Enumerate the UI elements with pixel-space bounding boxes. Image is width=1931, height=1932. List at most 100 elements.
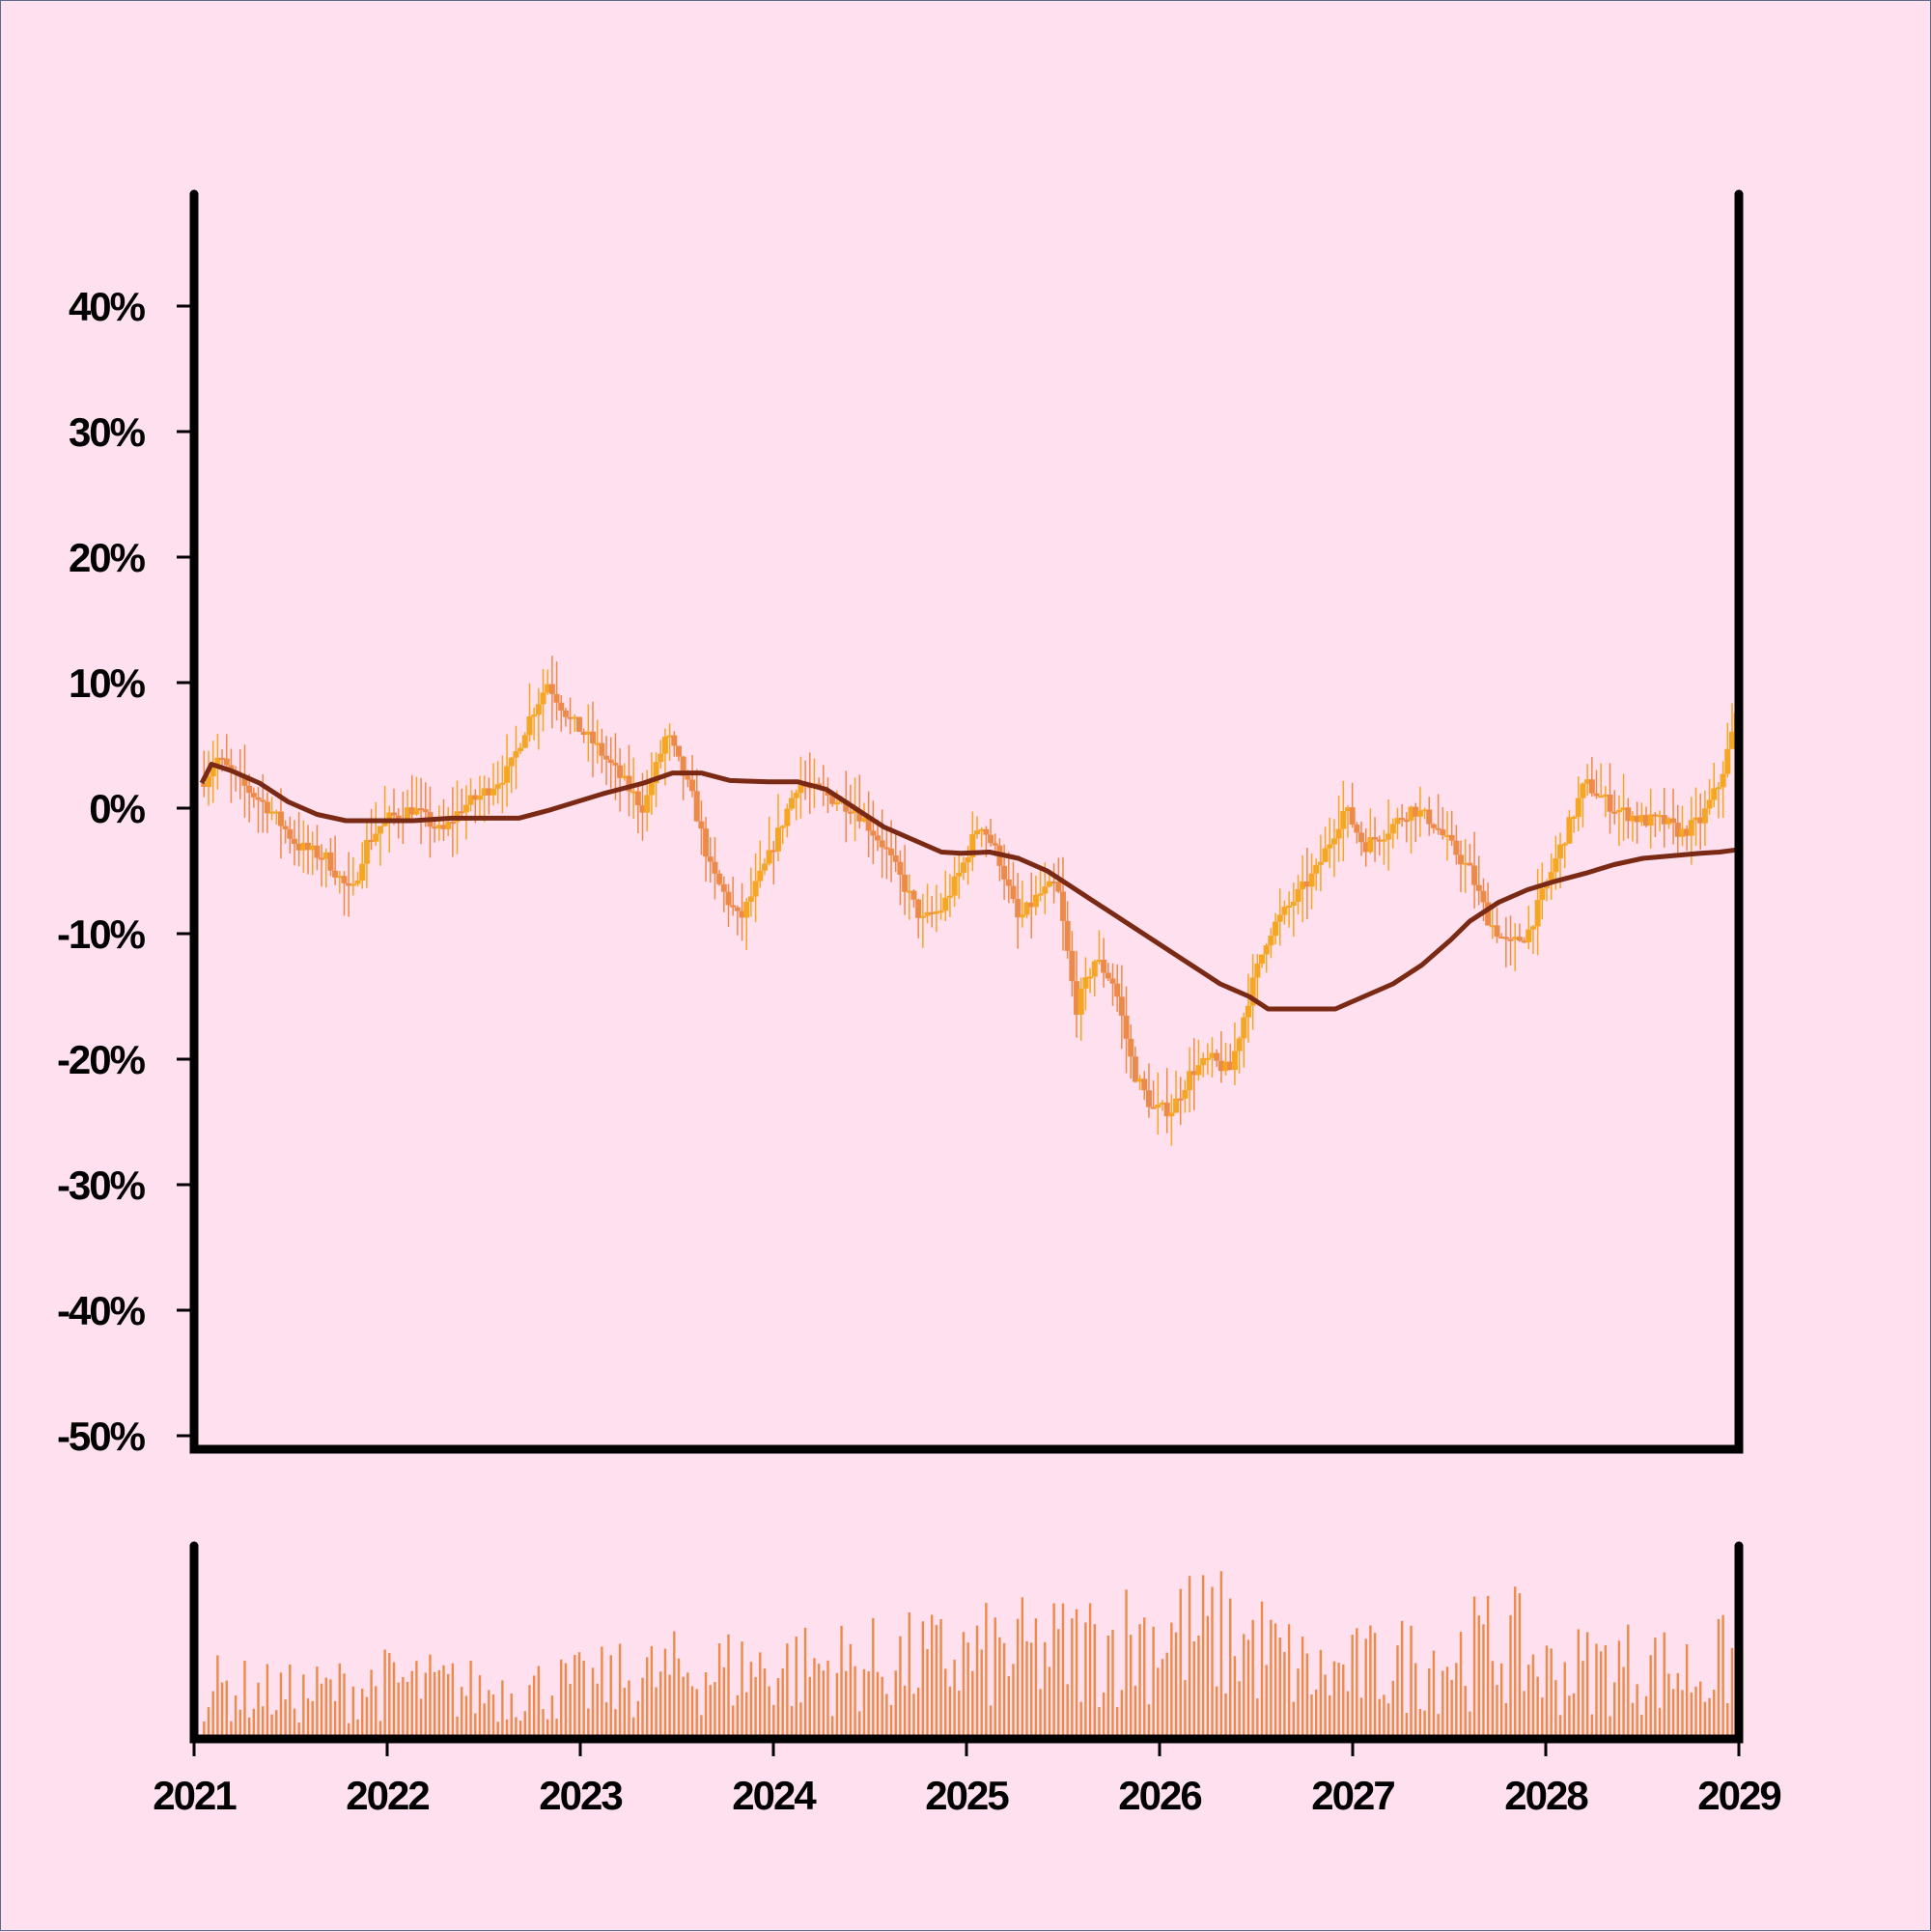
volume-bar	[604, 1702, 608, 1739]
candle-body	[1290, 902, 1297, 906]
volume-bar	[243, 1660, 246, 1739]
candle-body	[1317, 861, 1324, 865]
volume-bar	[1572, 1693, 1576, 1739]
volume-bar	[329, 1679, 332, 1739]
candle-body	[969, 834, 976, 858]
candle-body	[1525, 929, 1532, 942]
volume-bar	[1324, 1674, 1327, 1739]
candle-body	[1421, 809, 1428, 812]
candle-body	[1354, 825, 1360, 833]
volume-bar	[1405, 1713, 1409, 1739]
candle-body	[572, 716, 578, 719]
candle-body	[540, 692, 546, 705]
volume-bar	[591, 1667, 595, 1739]
volume-bar	[388, 1653, 391, 1739]
candle-body	[241, 776, 248, 786]
volume-bar	[1609, 1716, 1611, 1739]
candle-body	[273, 811, 280, 814]
volume-bar	[1595, 1643, 1598, 1739]
volume-bar	[1514, 1586, 1517, 1739]
volume-bar	[731, 1705, 735, 1739]
candle-body	[504, 766, 511, 783]
volume-bar	[1039, 1689, 1042, 1739]
volume-bar	[451, 1663, 455, 1739]
volume-bar	[523, 1711, 526, 1739]
candle-body	[630, 791, 637, 794]
volume-bar	[1450, 1679, 1453, 1739]
candle-body	[599, 742, 605, 756]
volume-bar	[1066, 1684, 1069, 1739]
candle-body	[770, 850, 777, 853]
candle-body	[1001, 865, 1008, 880]
candle-body	[1015, 899, 1021, 918]
volume-bar	[1472, 1596, 1476, 1739]
volume-bar	[1273, 1623, 1277, 1739]
candle-body	[1064, 920, 1071, 951]
volume-bar	[1021, 1597, 1024, 1739]
candle-body	[1204, 1057, 1211, 1060]
candle-body	[919, 915, 926, 918]
candle-body	[761, 863, 768, 871]
candle-body	[1413, 806, 1419, 817]
candle-body	[626, 775, 632, 792]
volume-bar	[1025, 1640, 1028, 1739]
volume-bar	[858, 1711, 861, 1739]
volume-bar	[324, 1677, 327, 1739]
candle-body	[1231, 1050, 1238, 1071]
volume-bar	[410, 1670, 413, 1739]
candle-body	[1069, 950, 1076, 982]
volume-bar	[383, 1649, 386, 1739]
candle-body	[295, 844, 302, 851]
volume-bar	[1197, 1636, 1200, 1739]
volume-bar	[835, 1672, 839, 1739]
candle-body	[888, 848, 895, 855]
candle-body	[1529, 926, 1536, 930]
candle-body	[666, 735, 673, 738]
volume-bar	[238, 1709, 241, 1739]
volume-bar	[1676, 1672, 1679, 1739]
candle-body	[1128, 1038, 1134, 1057]
candle-body	[526, 716, 533, 736]
volume-bar	[1359, 1697, 1363, 1739]
volume-bar	[351, 1686, 355, 1739]
volume-bar	[1604, 1644, 1608, 1739]
candle-body	[658, 753, 664, 763]
volume-bar	[1636, 1684, 1638, 1739]
candle-body	[951, 876, 958, 896]
volume-bar	[1441, 1670, 1444, 1739]
y-tick-label: 0%	[89, 786, 145, 831]
candle-body	[1548, 872, 1554, 882]
candle-body	[789, 798, 796, 809]
candle-body	[518, 747, 524, 752]
volume-bar	[935, 1625, 938, 1739]
candle-body	[1259, 954, 1266, 965]
candle-body	[305, 842, 312, 851]
volume-bar	[1554, 1680, 1557, 1739]
candle-body	[1615, 810, 1622, 813]
volume-bar	[550, 1695, 554, 1739]
volume-bar	[1383, 1694, 1385, 1739]
volume-bar	[830, 1716, 834, 1739]
volume-bar	[998, 1637, 1001, 1739]
volume-bar	[1663, 1632, 1665, 1739]
volume-bar	[1504, 1702, 1508, 1739]
candle-body	[1340, 811, 1347, 829]
candle-body	[462, 804, 469, 813]
volume-bar	[1545, 1645, 1549, 1739]
candle-body	[879, 840, 885, 848]
volume-bar	[1147, 1704, 1151, 1739]
volume-bar	[1721, 1614, 1724, 1739]
candle-body	[594, 742, 601, 745]
volume-bar	[659, 1671, 662, 1739]
volume-bar	[1730, 1647, 1734, 1739]
candle-body	[743, 901, 750, 918]
volume-bar	[442, 1665, 445, 1739]
candle-body	[413, 808, 420, 815]
candle-body	[1222, 1061, 1229, 1072]
candle-body	[1209, 1052, 1216, 1058]
candle-body	[1150, 1106, 1157, 1109]
candle-body	[1724, 748, 1731, 774]
volume-bar	[1717, 1618, 1721, 1739]
candle-body	[938, 910, 944, 913]
volume-bar	[993, 1617, 996, 1739]
